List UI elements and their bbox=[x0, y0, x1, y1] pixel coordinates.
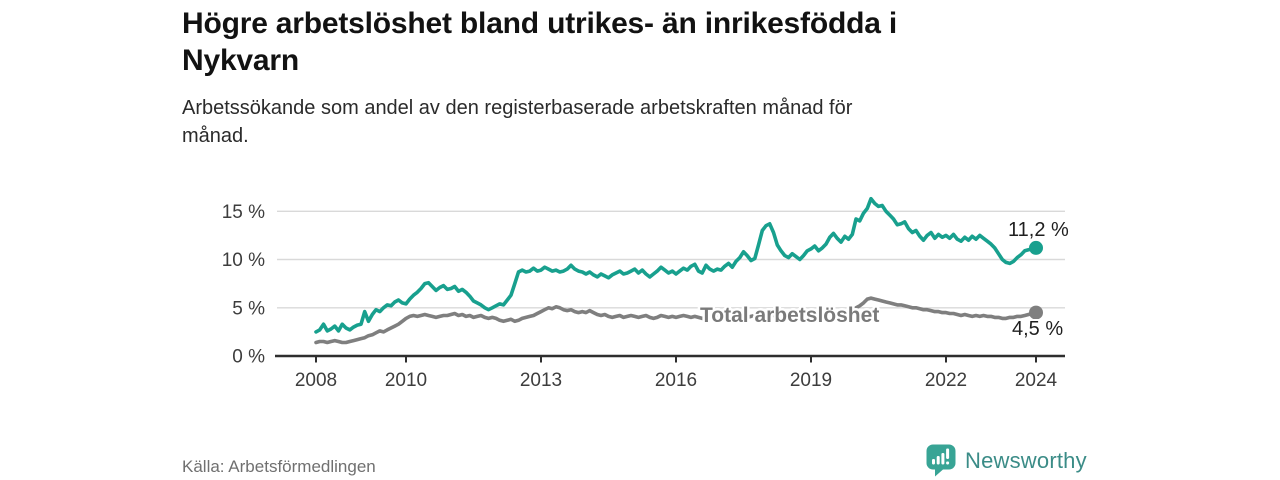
y-tick-label-15: 15 % bbox=[222, 202, 265, 223]
x-tick-label-2024: 2024 bbox=[1015, 370, 1058, 391]
bar-3 bbox=[941, 453, 945, 465]
title-line-2: Nykvarn bbox=[182, 44, 300, 77]
line-total-arbetsl-shet bbox=[314, 296, 1038, 345]
unemployment-line-chart: 0 % 5 % 10 % 15 % 2008 2010 2013 2016 2019 2022 20… bbox=[222, 196, 1071, 480]
end-dot-utlandsf-dda bbox=[1029, 240, 1043, 255]
speech-bubble-shape bbox=[926, 444, 956, 477]
x-tick-label-2019: 2019 bbox=[790, 370, 832, 391]
newsworthy-bubble-chart-icon bbox=[926, 444, 956, 477]
chart-layers: 0 % 5 % 10 % 15 % 2008 2010 2013 2016 2019 2022 20… bbox=[222, 196, 1065, 391]
bar-2 bbox=[936, 456, 940, 465]
bar-1 bbox=[932, 459, 935, 465]
series-label-total: Total arbetslöshet bbox=[700, 304, 879, 327]
subtitle-line-2: månad. bbox=[182, 125, 249, 147]
y-tick-label-0: 0 % bbox=[232, 347, 265, 368]
x-tick-label-2008: 2008 bbox=[295, 370, 337, 391]
end-value-label-utlandsfodda: 11,2 % bbox=[1008, 219, 1069, 241]
chart-area: 0 % 5 % 10 % 15 % 2008 2010 2013 2016 2019 2022 20… bbox=[180, 190, 1100, 480]
exclamation-bar bbox=[946, 448, 950, 459]
page-title: Högre arbetslöshet bland utrikes- än inr… bbox=[182, 5, 1082, 79]
end-dot-total-arbetsl-shet bbox=[1029, 305, 1043, 320]
end-value-label-total: 4,5 % bbox=[1012, 318, 1063, 340]
source-credit: Källa: Arbetsförmedlingen bbox=[182, 457, 376, 476]
x-tick-label-2016: 2016 bbox=[655, 370, 697, 391]
title-line-1: Högre arbetslöshet bland utrikes- än inr… bbox=[182, 7, 897, 40]
exclamation-dot bbox=[946, 461, 950, 465]
line-utlandsf-dda bbox=[314, 196, 1038, 334]
x-tick-label-2013: 2013 bbox=[520, 370, 562, 391]
y-tick-label-10: 10 % bbox=[222, 250, 265, 271]
y-tick-label-5: 5 % bbox=[232, 298, 265, 319]
x-tick-label-2010: 2010 bbox=[385, 370, 427, 391]
brand-name: Newsworthy bbox=[965, 448, 1087, 473]
subtitle-line-1: Arbetssökande som andel av den registerb… bbox=[182, 97, 853, 119]
x-tick-label-2022: 2022 bbox=[925, 370, 967, 391]
chart-subtitle: Arbetssökande som andel av den registerb… bbox=[182, 94, 1082, 150]
newsworthy-logo: Newsworthy bbox=[926, 443, 1087, 479]
